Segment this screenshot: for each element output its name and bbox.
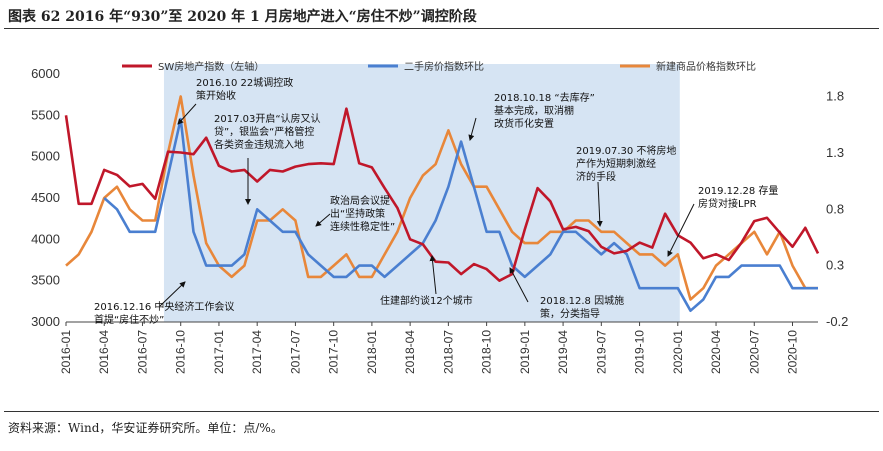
annotation-text: 2018.12.8 因城施策，分类指导	[540, 294, 624, 320]
x-tick-label: 2018-01	[365, 330, 379, 374]
annotation-arrow	[159, 281, 186, 307]
x-tick-label: 2017-04	[250, 330, 264, 374]
y-left-tick-label: 4000	[31, 231, 60, 246]
x-tick-label: 2016-01	[59, 330, 73, 374]
chart-area: 3000 3500 4000 4500 5000 5500 6000 -0.2 0.3 0.8 1.…	[31, 60, 848, 374]
x-tick-label: 2017-10	[327, 330, 341, 374]
annotation-text: 2016.10 22城调控政策开始收	[196, 76, 293, 102]
annotation-arrow	[509, 267, 529, 303]
annotation-text: 2016.12.16 中央经济工作会议首提“房住不炒”	[94, 300, 234, 326]
y-left-tick-label: 6000	[31, 66, 60, 81]
x-tick-label: 2016-07	[135, 330, 149, 374]
y-left-tick-label: 5500	[31, 107, 60, 122]
annotation-arrow	[468, 117, 477, 141]
x-tick-label: 2018-07	[441, 330, 455, 374]
annotation-text: 2017.03开启“认房又认贷”，银监会“严格管控各类资金违规流入地	[214, 112, 321, 151]
annotations-layer: 2016.10 22城调控政策开始收 2017.03开启“认房又认贷”，银监会“严…	[94, 76, 778, 326]
legend-label: 新建商品价格指数环比	[656, 60, 756, 73]
source-note: 资料来源：Wind，华安证券研究所。单位：点/%。	[8, 421, 283, 435]
y-left-tick-label: 5000	[31, 149, 60, 164]
figure-title: 图表 62 2016 年“930”至 2020 年 1 月房地产进入“房住不炒”…	[8, 9, 477, 25]
y-left-tick-label: 3500	[31, 273, 60, 288]
y-left-tick-label: 4500	[31, 190, 60, 205]
y-right-tick-label: 1.3	[826, 145, 844, 160]
legend-label: SW房地产指数（左轴）	[158, 60, 264, 73]
y-right-tick-label: 0.3	[826, 258, 844, 273]
x-tick-label: 2016-04	[97, 330, 111, 374]
x-tick-label: 2020-10	[786, 330, 800, 374]
annotation-arrow	[429, 255, 437, 295]
y-right-tick-label: 0.8	[826, 201, 844, 216]
annotation-arrow	[177, 103, 197, 125]
annotation-text: 2019.07.30 不将房地产作为短期刺激经济的手段	[576, 144, 676, 183]
series-line-0	[64, 107, 820, 282]
x-tick-label: 2019-04	[556, 330, 570, 374]
x-tick-label: 2019-01	[518, 330, 532, 374]
policy-period-shade	[163, 64, 680, 322]
annotation-text: 2018.10.18 “去库存”基本完成，取消棚改货币化安置	[494, 91, 595, 130]
annotation-text: 政治局会议提出“坚持政策连续性稳定性”	[330, 194, 395, 233]
y-left-tick-label: 3000	[31, 314, 60, 329]
x-tick-label: 2020-04	[709, 330, 723, 374]
x-tick-label: 2020-01	[671, 330, 685, 374]
y-right-tick-label: 1.8	[826, 89, 844, 104]
axes-layer: 3000 3500 4000 4500 5000 5500 6000 -0.2 0.3 0.8 1.…	[31, 66, 848, 374]
x-tick-label: 2019-07	[594, 330, 608, 374]
legend: SW房地产指数（左轴） 二手房价指数环比 新建商品价格指数环比	[122, 60, 756, 73]
series-line-1	[103, 117, 818, 312]
x-tick-label: 2018-10	[480, 330, 494, 374]
annotation-arrow	[667, 203, 695, 257]
y-right-tick-label: -0.2	[826, 314, 848, 329]
x-tick-label: 2020-07	[747, 330, 761, 374]
legend-label: 二手房价指数环比	[404, 60, 484, 73]
x-tick-label: 2016-10	[174, 330, 188, 374]
series-layer	[64, 95, 820, 312]
x-tick-label: 2017-07	[288, 330, 302, 374]
annotation-text: 2019.12.28 存量房贷对接LPR	[698, 184, 778, 210]
title-rule	[4, 28, 879, 29]
x-tick-label: 2019-10	[633, 330, 647, 374]
series-line-2	[65, 95, 818, 301]
footer-rule	[4, 411, 879, 412]
x-tick-label: 2017-01	[212, 330, 226, 374]
x-tick-label: 2018-04	[403, 330, 417, 374]
annotation-text: 住建部约谈12个城市	[380, 294, 473, 307]
annotation-arrow	[315, 213, 331, 227]
annotation-arrow	[596, 181, 603, 227]
